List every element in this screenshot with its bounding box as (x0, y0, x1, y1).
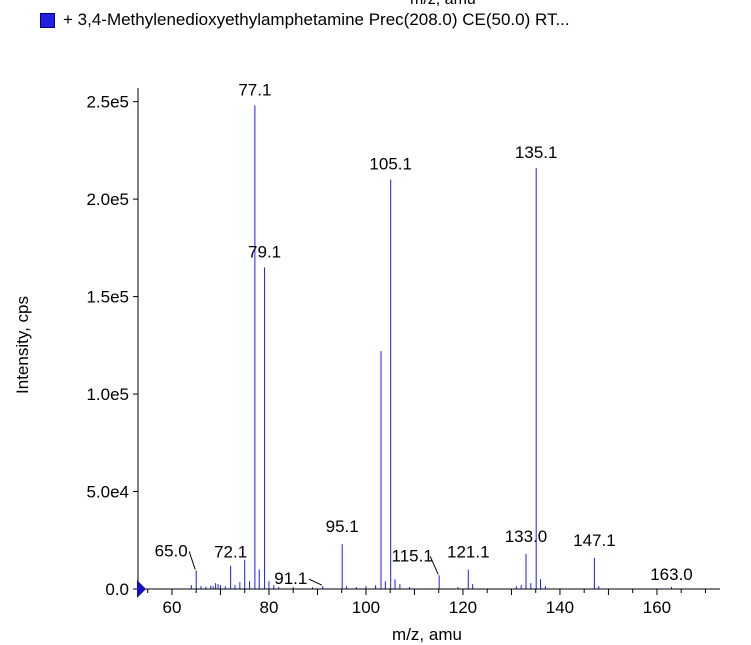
peak-label: 163.0 (650, 565, 693, 584)
legend-swatch (40, 12, 55, 28)
x-tick-label: 60 (162, 598, 181, 617)
peak-label: 147.1 (573, 531, 616, 550)
peak-label: 135.1 (515, 143, 558, 162)
y-tick-label: 0.0 (105, 580, 129, 599)
peak-label: 95.1 (326, 517, 359, 536)
y-tick-label: 1.0e5 (86, 385, 129, 404)
peak-label: 77.1 (238, 81, 271, 100)
peak-leader-line (429, 556, 439, 575)
x-tick-label: 120 (449, 598, 477, 617)
x-tick-label: 80 (259, 598, 278, 617)
baseline-marker (137, 580, 146, 598)
peak-label: 72.1 (214, 543, 247, 562)
y-tick-label: 5.0e4 (86, 483, 129, 502)
y-tick-label: 2.0e5 (86, 190, 129, 209)
y-tick-label: 1.5e5 (86, 288, 129, 307)
top-axis-label: m/z, amu (410, 0, 476, 9)
legend: + 3,4-Methylenedioxyethylamphetamine Pre… (40, 10, 570, 30)
x-tick-label: 160 (643, 598, 671, 617)
y-tick-label: 2.5e5 (86, 93, 129, 112)
axes-layer: 0.0 5.0e4 1.0e5 1.5e5 2.0e5 2.5e5 60 80 100 120 14… (86, 88, 720, 617)
x-axis-title: m/z, amu (392, 625, 462, 644)
peak-label: 115.1 (392, 546, 433, 565)
peak-label: 105.1 (369, 155, 412, 174)
x-tick-label: 140 (546, 598, 574, 617)
peak-label: 91.1 (274, 569, 307, 588)
peak-label: 65.0 (155, 541, 188, 560)
peak-leader-line (308, 578, 322, 586)
peak-label: 79.1 (248, 242, 281, 261)
x-tick-label: 100 (352, 598, 380, 617)
peak-label: 133.0 (505, 527, 548, 546)
y-axis-title: Intensity, cps (13, 296, 32, 394)
peaks-layer (190, 105, 672, 589)
peak-leader-line (188, 551, 196, 570)
legend-label: + 3,4-Methylenedioxyethylamphetamine Pre… (63, 10, 570, 29)
peak-labels-layer: 77.1 79.1 105.1 135.1 95.1 133.0 147.1 121.1 72.… (155, 81, 693, 589)
peak-label: 121.1 (447, 543, 490, 562)
